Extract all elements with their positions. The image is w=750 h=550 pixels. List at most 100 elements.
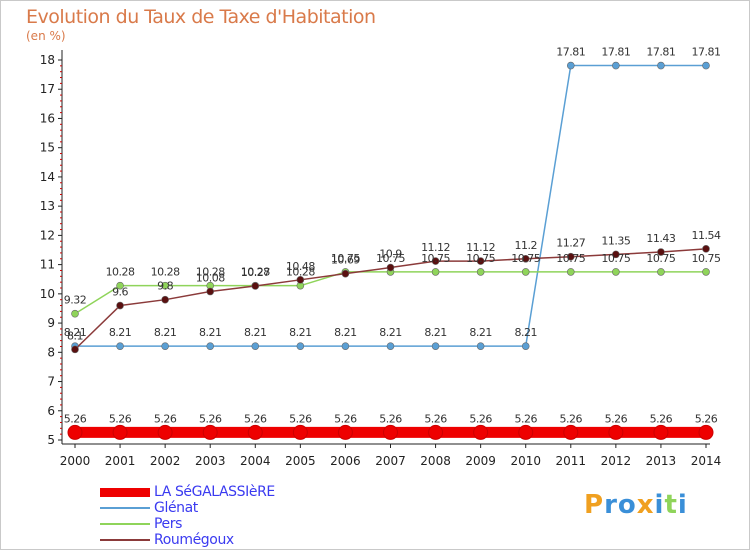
y-tick-label: 17: [40, 82, 55, 96]
data-point-0: [112, 424, 128, 440]
y-tick-label: 10: [40, 287, 55, 301]
y-tick-label: 5: [47, 433, 55, 447]
data-label-1: 8.21: [514, 326, 537, 339]
x-tick-label: 2012: [601, 454, 632, 468]
x-tick-label: 2010: [510, 454, 541, 468]
data-label-3: 9.6: [112, 286, 128, 299]
data-label-3: 11.12: [466, 241, 495, 254]
logo-letter: i: [677, 490, 688, 520]
data-label-2: 10.75: [466, 252, 495, 265]
data-label-2: 10.28: [151, 266, 180, 279]
data-label-1: 8.21: [289, 326, 312, 339]
data-label-3: 11.27: [556, 237, 585, 250]
data-point-3: [161, 295, 169, 304]
data-point-2: [612, 268, 620, 276]
data-label-0: 5.26: [109, 412, 132, 425]
data-point-3: [386, 263, 395, 272]
data-point-1: [341, 342, 350, 350]
data-label-1: 8.21: [64, 326, 87, 339]
data-point-0: [653, 424, 669, 440]
data-label-3: 10.9: [379, 248, 402, 261]
data-point-3: [657, 248, 665, 256]
data-label-1: 8.21: [334, 326, 357, 339]
data-label-1: 17.81: [692, 46, 721, 59]
data-label-1: 17.81: [646, 46, 675, 59]
y-tick-label: 12: [40, 228, 55, 242]
data-label-2: 10.75: [376, 252, 405, 265]
data-point-0: [428, 424, 444, 440]
data-point-3: [341, 269, 350, 278]
data-label-0: 5.26: [514, 412, 537, 425]
data-point-0: [473, 424, 489, 440]
logo-letter: P: [584, 490, 605, 520]
data-label-2: 10.75: [601, 252, 630, 265]
legend-swatch: [100, 539, 150, 541]
data-point-0: [157, 424, 173, 440]
data-point-1: [702, 61, 710, 70]
data-label-0: 5.26: [154, 412, 177, 425]
data-label-1: 8.21: [154, 326, 177, 339]
data-point-0: [67, 424, 83, 440]
logo-letter: i: [654, 490, 665, 520]
x-tick-label: 2008: [420, 454, 451, 468]
data-point-1: [251, 342, 260, 350]
y-tick-label: 11: [40, 258, 55, 272]
data-label-3: 11.12: [421, 241, 450, 254]
data-point-1: [161, 342, 169, 350]
legend-label: Pers: [154, 516, 183, 532]
logo-letter: t: [664, 490, 678, 520]
data-label-2: 10.75: [556, 252, 585, 265]
data-point-2: [161, 281, 169, 290]
data-label-0: 5.26: [289, 412, 312, 425]
data-point-3: [566, 252, 575, 261]
data-point-0: [247, 424, 263, 440]
x-tick-label: 2004: [240, 454, 271, 468]
data-point-2: [71, 309, 79, 318]
data-label-3: 10.08: [196, 272, 225, 285]
data-label-0: 5.26: [199, 412, 222, 425]
data-label-2: 10.75: [646, 252, 675, 265]
data-label-1: 8.21: [424, 326, 447, 339]
data-label-0: 5.26: [695, 412, 718, 425]
y-tick-label: 14: [40, 170, 55, 184]
data-label-3: 11.54: [692, 229, 721, 242]
legend-swatch: [100, 507, 150, 509]
legend-label: Roumégoux: [154, 532, 234, 548]
data-label-0: 5.26: [334, 412, 357, 425]
x-tick-label: 2006: [330, 454, 361, 468]
chart-unit-label: (en %): [26, 29, 66, 43]
y-tick-label: 6: [47, 404, 55, 418]
legend-label: LA SéGALASSIèRE: [154, 484, 275, 500]
data-label-0: 5.26: [379, 412, 402, 425]
data-point-0: [337, 424, 353, 440]
data-label-1: 17.81: [601, 46, 630, 59]
data-point-0: [202, 424, 218, 440]
x-tick-label: 2007: [375, 454, 406, 468]
data-point-1: [206, 342, 215, 350]
x-tick-label: 2014: [691, 454, 722, 468]
data-point-3: [251, 282, 260, 290]
y-tick-label: 13: [40, 199, 55, 213]
logo-letter: x: [636, 490, 655, 520]
data-point-3: [612, 250, 620, 259]
data-point-0: [518, 424, 534, 440]
x-tick-label: 2011: [556, 454, 587, 468]
data-point-0: [292, 424, 308, 440]
data-point-1: [116, 342, 124, 350]
data-point-2: [702, 268, 710, 276]
data-point-1: [566, 61, 575, 70]
data-label-1: 8.21: [199, 326, 222, 339]
data-label-0: 5.26: [650, 412, 673, 425]
series-line-1: [74, 64, 707, 347]
data-label-2: 10.75: [421, 252, 450, 265]
data-label-1: 17.81: [556, 46, 585, 59]
data-label-2: 10.28: [286, 266, 315, 279]
data-label-0: 5.26: [424, 412, 447, 425]
data-label-1: 8.21: [109, 326, 132, 339]
data-point-3: [296, 276, 305, 284]
y-tick-label: 15: [40, 141, 55, 155]
data-label-3: 8.1: [67, 329, 83, 342]
data-label-0: 5.26: [64, 412, 87, 425]
data-point-1: [476, 342, 485, 350]
